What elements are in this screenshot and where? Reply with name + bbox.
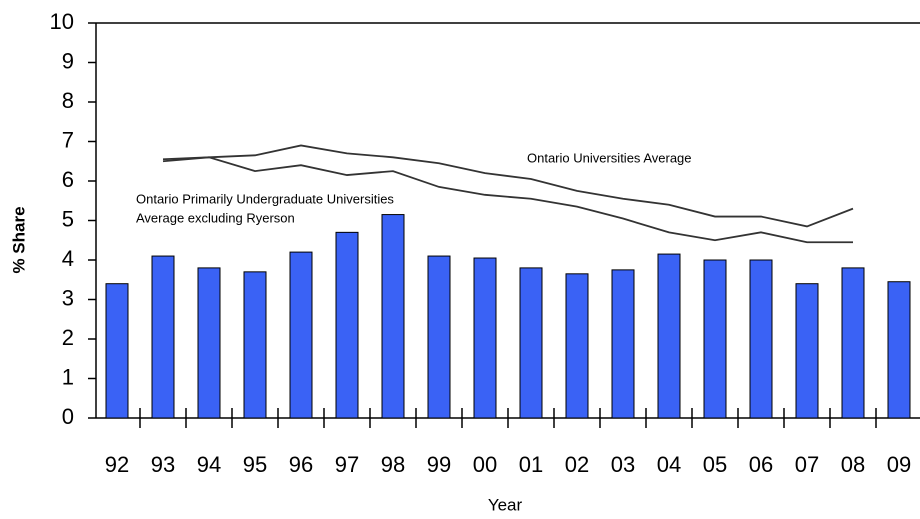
y-tick-label: 1: [62, 364, 74, 389]
bar: [841, 267, 865, 419]
x-tick-label: 02: [565, 452, 589, 477]
x-tick-label: 94: [197, 452, 221, 477]
bar: [427, 255, 451, 419]
line-annotation: Average excluding Ryerson: [136, 210, 295, 225]
y-tick-label: 8: [62, 88, 74, 113]
x-tick-label: 04: [657, 452, 681, 477]
x-tick-label: 01: [519, 452, 543, 477]
y-tick-label: 10: [50, 9, 74, 34]
y-tick-label: 3: [62, 285, 74, 310]
y-tick-label: 2: [62, 325, 74, 350]
line-series: [162, 156, 853, 244]
bar: [519, 267, 543, 419]
bar: [473, 257, 497, 419]
x-tick-label: 92: [105, 452, 129, 477]
x-tick-label: 00: [473, 452, 497, 477]
y-tick-label: 6: [62, 167, 74, 192]
x-tick-label: 96: [289, 452, 313, 477]
bar: [335, 231, 359, 419]
bar: [565, 273, 589, 419]
x-tick-label: 03: [611, 452, 635, 477]
x-axis-title: Year: [488, 495, 523, 514]
bar: [105, 283, 129, 419]
bar: [611, 269, 635, 419]
x-tick-label: 09: [887, 452, 911, 477]
bar: [703, 259, 727, 419]
bar: [243, 271, 267, 419]
x-tick-label: 99: [427, 452, 451, 477]
y-tick-label: 7: [62, 127, 74, 152]
line-series: [162, 144, 854, 228]
bar: [197, 267, 221, 419]
bar: [657, 253, 681, 419]
x-tick-label: 95: [243, 452, 267, 477]
x-tick-label: 08: [841, 452, 865, 477]
y-tick-label: 9: [62, 48, 74, 73]
y-tick-label: 4: [62, 246, 74, 271]
x-tick-label: 05: [703, 452, 727, 477]
line-annotation: Ontario Universities Average: [527, 150, 692, 165]
bar: [289, 251, 313, 419]
bar: [151, 255, 175, 419]
bar: [795, 283, 819, 419]
x-tick-label: 06: [749, 452, 773, 477]
line-annotation: Ontario Primarily Undergraduate Universi…: [136, 191, 394, 206]
bar: [381, 214, 405, 419]
x-tick-label: 98: [381, 452, 405, 477]
bar: [887, 281, 911, 419]
y-tick-label: 5: [62, 206, 74, 231]
x-tick-label: 07: [795, 452, 819, 477]
x-tick-label: 97: [335, 452, 359, 477]
x-tick-label: 93: [151, 452, 175, 477]
y-tick-label: 0: [62, 404, 74, 429]
bar: [749, 259, 773, 419]
y-axis-title: % Share: [9, 206, 28, 273]
